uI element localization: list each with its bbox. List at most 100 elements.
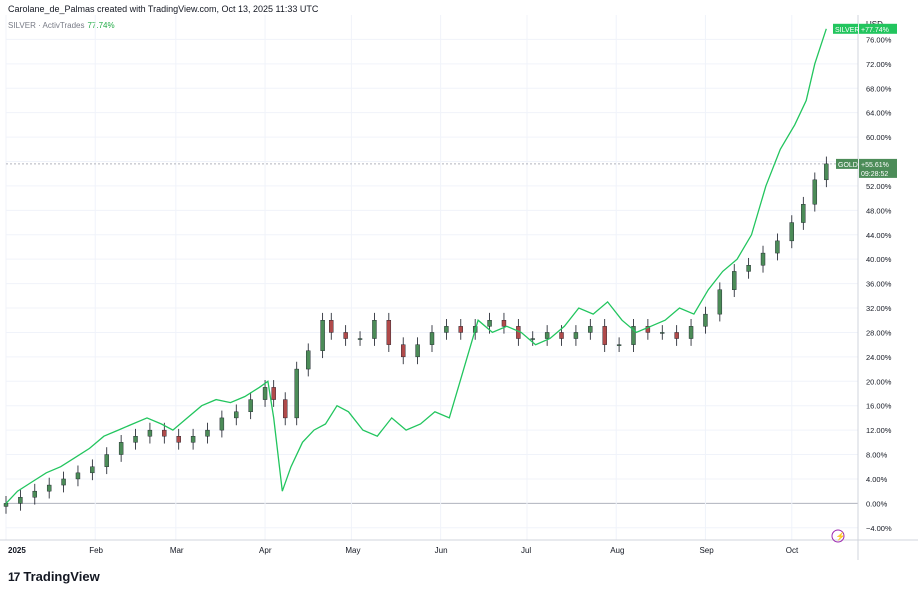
gold-candle-body [401, 344, 406, 358]
gold-candle-body [248, 399, 253, 413]
gold-candle-body [386, 320, 392, 345]
x-tick-label: Jul [521, 546, 531, 555]
gold-time-text: 09:28:52 [861, 171, 888, 178]
silver-name-text: SILVER [835, 27, 859, 34]
gold-candle-body [487, 320, 492, 327]
y-tick-label: 36.00% [866, 280, 892, 289]
gold-candle-body [812, 179, 818, 205]
y-tick-label: 12.00% [866, 426, 892, 435]
gold-candle-body [746, 265, 751, 272]
gold-candle-body [3, 503, 9, 507]
gold-candle-body [320, 320, 325, 351]
gold-candle-body [801, 204, 806, 223]
y-tick-label: 44.00% [866, 231, 892, 240]
gold-candle-body [190, 436, 196, 443]
x-tick-label: May [345, 546, 360, 555]
y-tick-label: 52.00% [866, 182, 892, 191]
x-tick-label: 2025 [8, 546, 26, 555]
y-tick-label: 48.00% [866, 206, 892, 215]
gold-candle-body [75, 472, 81, 480]
x-tick-label: Oct [786, 546, 799, 555]
x-tick-label: Jun [435, 546, 448, 555]
x-tick-label: Feb [89, 546, 103, 555]
y-tick-label: 0.00% [866, 499, 888, 508]
gold-candle-body [118, 442, 124, 455]
gold-candle-body [775, 240, 780, 254]
y-tick-label: −4.00% [866, 524, 892, 533]
silver-name-badge [833, 23, 858, 34]
chart-area[interactable]: 76.00%72.00%68.00%64.00%60.00%56.00%52.0… [0, 15, 918, 560]
silver-value-badge [859, 23, 897, 34]
silver-line [5, 28, 827, 504]
series-legend: SILVER · ActivTrades 77.74% [8, 21, 115, 30]
gold-candle-body [162, 429, 167, 437]
legend-symbol: SILVER · ActivTrades [8, 21, 85, 30]
y-tick-label: 8.00% [866, 451, 888, 460]
gold-candle-body [294, 368, 299, 419]
y-tick-label: 40.00% [866, 255, 892, 264]
gold-candle-body [660, 332, 665, 334]
y-tick-label: 16.00% [866, 402, 892, 411]
gold-candle-body [46, 484, 52, 492]
gold-candle-body [176, 436, 181, 443]
x-tick-label: Apr [259, 546, 272, 555]
gold-candle-body [18, 497, 23, 504]
gold-candle-body [357, 338, 363, 340]
gold-candle-body [573, 332, 579, 339]
gold-candle-body [760, 252, 766, 266]
gold-candle-body [32, 490, 37, 498]
gold-candle-body [645, 326, 651, 333]
gold-name-badge [836, 158, 858, 169]
chart-svg: 76.00%72.00%68.00%64.00%60.00%56.00%52.0… [0, 15, 918, 560]
gold-candle-body [732, 271, 737, 290]
gold-candle-body [262, 387, 268, 400]
gold-candle-body [343, 332, 348, 339]
gold-candle-body [104, 454, 109, 467]
y-tick-label: 76.00% [866, 35, 892, 44]
gold-candle-body [306, 350, 311, 370]
gold-candle-body [271, 387, 276, 400]
gold-candle-body [559, 332, 564, 339]
gold-name-text: GOLD [838, 162, 858, 169]
y-tick-label: 24.00% [866, 353, 892, 362]
gold-candle-body [133, 436, 138, 443]
gold-candle-body [444, 326, 449, 333]
lightning-icon [831, 529, 845, 543]
attribution-header: Carolane_de_Palmas created with TradingV… [8, 4, 319, 14]
gold-value-text: +55.61% [861, 162, 889, 169]
gold-candle-body [544, 332, 550, 339]
gold-candle-body [219, 417, 225, 431]
gold-candle-body [588, 326, 593, 333]
gold-candle-body [602, 326, 607, 345]
gold-candle-body [631, 326, 636, 345]
y-tick-label: 4.00% [866, 475, 888, 484]
gold-candle-body [824, 163, 829, 181]
lightning-icon-glyph: ⚡ [836, 531, 846, 541]
tradingview-logo-text: TradingView [23, 569, 100, 584]
gold-candle-body [616, 344, 622, 346]
gold-candle-body [90, 466, 95, 474]
gold-candle-body [688, 326, 694, 339]
gold-candle-body [205, 429, 210, 437]
gold-candle-body [703, 313, 708, 327]
gold-value-badge [859, 158, 897, 178]
gold-candle-body [234, 411, 239, 419]
y-tick-label: 72.00% [866, 60, 892, 69]
tradingview-logo-icon: 17 [8, 569, 20, 584]
gold-candle-body [415, 344, 420, 358]
gold-candle-body [283, 399, 288, 419]
y-tick-label: 20.00% [866, 377, 892, 386]
gold-candle-body [458, 326, 463, 333]
gold-candle-body [501, 320, 507, 327]
gold-candle-body [429, 332, 435, 345]
tradingview-logo[interactable]: 17 TradingView [8, 569, 100, 584]
gold-candle-body [147, 429, 153, 437]
x-tick-label: Aug [610, 546, 624, 555]
gold-candle-body [789, 222, 794, 242]
gold-candle-body [717, 289, 723, 315]
y-tick-label: 68.00% [866, 84, 892, 93]
y-tick-label: 64.00% [866, 109, 892, 118]
gold-candle-body [530, 338, 535, 340]
legend-change: 77.74% [87, 21, 115, 30]
gold-candle-body [329, 320, 334, 333]
